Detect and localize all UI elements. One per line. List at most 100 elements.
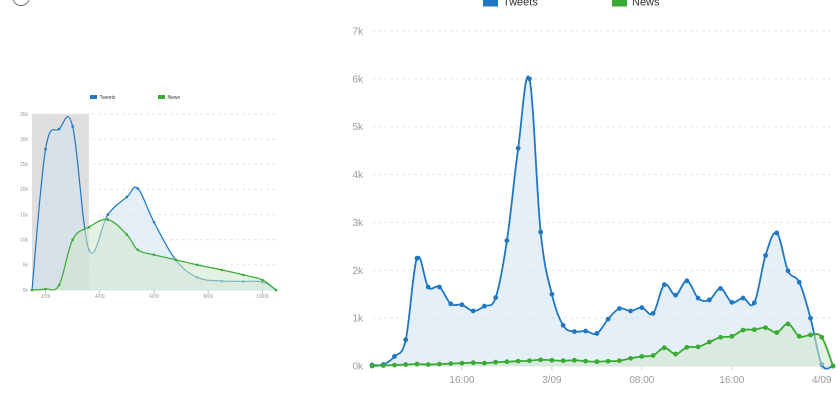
data-point-news [369, 363, 375, 369]
data-point-news [695, 344, 701, 350]
data-point-news [796, 333, 802, 339]
series-area-news [32, 219, 276, 291]
y-tick-label: 4k [352, 170, 364, 181]
legend-swatch-news [158, 95, 165, 99]
y-tick-label: 0k [23, 288, 29, 294]
data-point-tweets [650, 310, 656, 316]
x-tick-label: 10/09 [256, 294, 269, 300]
data-point-tweets [639, 305, 645, 311]
data-point-news [44, 287, 47, 291]
data-point-news [560, 358, 566, 364]
data-point-news [515, 358, 521, 364]
data-point-news [274, 288, 278, 292]
data-point-news [392, 362, 397, 368]
data-point-news [549, 357, 555, 363]
data-point-tweets [673, 292, 678, 298]
data-point-news [242, 273, 245, 277]
y-tick-label: 35k [20, 112, 29, 118]
data-point-tweets [515, 145, 521, 151]
data-point-tweets [414, 255, 420, 261]
data-point-news [571, 357, 577, 363]
data-point-news [403, 362, 409, 367]
data-point-tweets [403, 337, 409, 343]
data-point-news [57, 283, 61, 287]
data-point-tweets [448, 301, 454, 307]
x-tick-label: 16:00 [449, 375, 474, 386]
x-tick-label: 3/09 [542, 375, 562, 386]
data-point-tweets [106, 213, 110, 216]
data-point-tweets [392, 354, 397, 359]
data-point-news [152, 253, 156, 257]
data-point-news [459, 360, 465, 366]
data-point-news [425, 362, 431, 367]
data-point-tweets [560, 322, 566, 328]
data-point-tweets [470, 308, 476, 314]
data-point-tweets [774, 230, 780, 236]
data-point-news [830, 363, 836, 369]
data-point-tweets [628, 308, 634, 314]
data-point-news [174, 258, 177, 262]
data-point-news [785, 321, 791, 327]
y-tick-label: 15k [20, 212, 29, 218]
x-tick-label: 4/09 [95, 294, 105, 300]
data-point-news [71, 238, 74, 242]
x-tick-label: 6/09 [149, 294, 159, 300]
data-point-tweets [706, 297, 712, 303]
x-tick-label: 2/09 [41, 294, 51, 300]
data-point-tweets [571, 329, 577, 334]
data-point-tweets [695, 295, 701, 301]
data-point-tweets [594, 331, 600, 336]
data-point-tweets [459, 302, 465, 308]
legend-label-news: News [632, 0, 660, 9]
legend-swatch-tweets [90, 95, 97, 99]
data-point-news [448, 361, 454, 367]
data-point-tweets [437, 284, 442, 290]
data-point-news [504, 359, 510, 365]
data-point-tweets [729, 299, 735, 305]
data-point-tweets [661, 282, 667, 288]
data-point-news [594, 359, 600, 365]
chart-1: 0k 5k 10k 15k 20k 25k 30k 35k 2/09 4/09 6/09 8/09 10… [20, 95, 278, 300]
y-tick-label: 5k [352, 122, 364, 133]
data-point-news [684, 344, 690, 350]
data-point-news [808, 332, 813, 338]
data-point-tweets [751, 300, 757, 306]
series-area-news [372, 323, 833, 366]
data-point-tweets [684, 278, 690, 284]
data-point-news [751, 327, 757, 333]
y-tick-label: 0k [352, 362, 364, 373]
data-point-news [718, 334, 723, 340]
y-tick-label: 2k [352, 266, 364, 277]
legend-swatch-tweets [483, 0, 498, 7]
data-point-tweets [718, 286, 723, 291]
data-point-news [639, 354, 645, 359]
data-point-news [414, 361, 420, 367]
data-point-tweets [616, 306, 622, 311]
data-point-tweets [482, 303, 487, 309]
data-point-news [482, 360, 487, 366]
data-point-news [136, 248, 140, 252]
chart-2: 0k 1k 2k 3k 4k 5k 6k 7k 16:00 3/09 08:00 16:00 4/09 T… [352, 0, 836, 386]
data-point-news [527, 358, 532, 364]
data-point-news [470, 360, 476, 366]
data-point-tweets [763, 253, 768, 258]
x-tick-label: 16:00 [719, 375, 744, 386]
data-point-news [661, 345, 667, 351]
data-point-news [30, 288, 34, 292]
data-point-news [605, 358, 611, 364]
data-point-tweets [504, 238, 510, 244]
data-point-news [538, 357, 544, 363]
data-point-tweets [71, 125, 74, 128]
y-tick-label: 25k [20, 162, 29, 168]
data-point-tweets [57, 127, 61, 131]
data-point-tweets [493, 295, 499, 300]
data-point-news [628, 355, 634, 361]
y-tick-label: 1k [352, 314, 364, 325]
data-point-news [380, 363, 386, 368]
data-point-news [125, 233, 129, 236]
y-tick-label: 20k [20, 187, 29, 193]
data-point-tweets [740, 295, 746, 301]
legend-label-tweets: Tweets [100, 95, 116, 101]
data-point-news [261, 278, 264, 282]
